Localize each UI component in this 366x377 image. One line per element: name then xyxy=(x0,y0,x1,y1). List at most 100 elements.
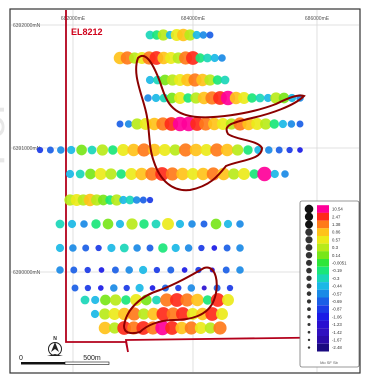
sample-point xyxy=(102,218,114,230)
north-arrow-label: N xyxy=(53,336,57,342)
sample-point xyxy=(98,321,112,335)
sample-point xyxy=(119,243,129,253)
sample-point xyxy=(91,295,100,305)
sample-point xyxy=(87,145,97,155)
sample-point xyxy=(151,219,161,229)
legend-color-swatch xyxy=(317,251,329,259)
sample-point xyxy=(222,266,230,274)
sample-point xyxy=(204,74,216,86)
legend-box xyxy=(299,200,360,368)
legend-size-dot xyxy=(306,283,312,289)
sample-point xyxy=(263,93,273,103)
legend-color-swatch xyxy=(317,312,329,321)
sample-point xyxy=(247,93,257,103)
sample-point xyxy=(297,147,303,153)
sample-point xyxy=(90,309,100,319)
legend-color-swatch xyxy=(317,228,329,236)
legend-size-dot xyxy=(306,275,312,281)
sample-point xyxy=(160,293,174,307)
sample-point xyxy=(216,308,228,320)
sample-point xyxy=(212,75,223,85)
scale-bar: 0 500m xyxy=(19,355,110,365)
sample-point xyxy=(165,321,179,335)
sample-point xyxy=(287,120,296,128)
sample-point xyxy=(200,144,213,156)
sample-point xyxy=(175,321,188,335)
sample-point xyxy=(228,168,240,180)
legend-color-swatch xyxy=(317,266,329,275)
sample-point xyxy=(121,295,131,305)
sample-point xyxy=(174,92,186,104)
sample-point xyxy=(145,75,155,85)
legend-size-dot xyxy=(305,220,313,229)
legend-color-swatch xyxy=(317,282,329,290)
legend-size-dot xyxy=(307,330,311,334)
sample-point xyxy=(76,144,87,156)
legend-size-dot xyxy=(304,212,314,221)
legend-size-dot xyxy=(304,204,314,214)
sample-point xyxy=(176,307,190,321)
sample-point xyxy=(130,294,143,306)
sample-point xyxy=(109,294,122,306)
legend-color-swatch xyxy=(317,236,329,244)
legend-size-dot xyxy=(307,346,311,349)
sample-point xyxy=(155,167,169,181)
legend-items: 10.54 2.47 1.38 0.86 0.57 0.3 0.14 -0.0051 -0.19… xyxy=(304,204,347,352)
sample-point xyxy=(115,219,125,229)
scale-start-label: 0 xyxy=(19,355,23,362)
legend-value-label: -0.3 xyxy=(332,276,340,281)
sample-point xyxy=(210,143,224,157)
sample-point xyxy=(158,144,171,156)
sample-point xyxy=(96,144,109,156)
sample-point xyxy=(183,93,193,103)
legend-value-label: -1.67 xyxy=(332,338,342,343)
sample-point xyxy=(110,284,118,292)
sample-point xyxy=(218,54,226,62)
sample-point xyxy=(95,244,102,252)
sample-point xyxy=(184,29,196,41)
sample-point xyxy=(275,146,283,154)
sample-point xyxy=(162,218,174,230)
easting-labels: 682000mE 684000mE 686000mE xyxy=(61,16,330,22)
sample-point xyxy=(236,220,244,228)
sample-point xyxy=(187,284,196,292)
sample-point xyxy=(238,168,250,180)
sample-point xyxy=(166,307,180,321)
legend-size-dot xyxy=(307,307,311,311)
sample-point xyxy=(56,266,64,274)
sample-point xyxy=(188,220,196,228)
sample-point xyxy=(222,294,234,306)
sample-point xyxy=(220,143,234,157)
legend-value-label: -1.06 xyxy=(332,314,342,319)
sample-point xyxy=(84,284,92,292)
sample-point xyxy=(196,167,210,181)
northing-label: 6392000mN xyxy=(13,23,41,29)
legend-value-label: -1.42 xyxy=(332,330,342,335)
legend-value-label: 0.14 xyxy=(332,253,341,258)
sample-point xyxy=(125,168,138,180)
legend-size-dot xyxy=(306,267,312,274)
sample-point xyxy=(108,308,121,320)
sample-point xyxy=(123,284,130,292)
sample-point xyxy=(199,31,208,39)
sample-point xyxy=(97,194,109,206)
sample-point xyxy=(156,307,171,321)
sample-point xyxy=(210,53,219,63)
sample-point xyxy=(171,243,180,253)
sample-point xyxy=(97,285,104,291)
sample-point xyxy=(75,169,85,179)
sample-point xyxy=(55,219,65,229)
sample-point xyxy=(223,244,231,252)
sample-point xyxy=(135,283,144,293)
legend-color-swatch xyxy=(317,220,329,229)
sample-point xyxy=(189,143,203,157)
legend-size-dot xyxy=(305,259,313,266)
north-arrow: N xyxy=(47,336,63,356)
legend: 10.54 2.47 1.38 0.86 0.57 0.3 0.14 -0.0051 -0.19… xyxy=(299,200,360,368)
legend-size-dot xyxy=(307,338,311,342)
anomaly-outline-north xyxy=(135,55,306,192)
legend-color-swatch xyxy=(317,205,329,213)
scale-bar-fill xyxy=(21,362,65,365)
sample-point xyxy=(296,120,304,128)
sample-point xyxy=(175,219,185,229)
